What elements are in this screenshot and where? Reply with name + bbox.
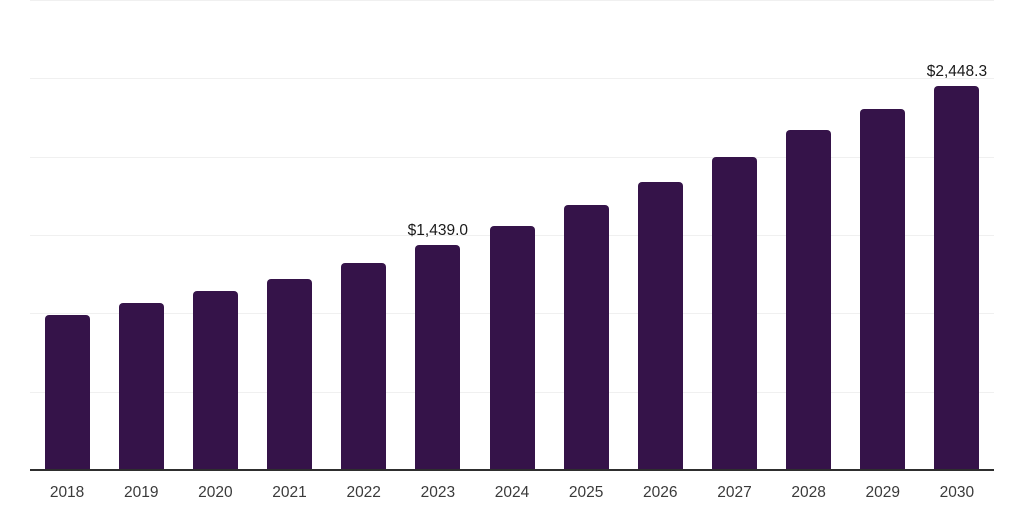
bar-2021[interactable] — [267, 278, 313, 470]
gridline-3000 — [30, 0, 994, 1]
x-tick-label-2026: 2026 — [643, 484, 678, 501]
x-tick-label-2023: 2023 — [420, 484, 456, 501]
x-tick-label-2030: 2030 — [939, 484, 975, 501]
bar-2027[interactable] — [711, 156, 757, 470]
data-label-2030: $2,448.3 — [926, 63, 988, 81]
gridline-2000 — [30, 156, 994, 158]
bar-2024[interactable] — [489, 225, 535, 470]
bar-2020[interactable] — [192, 291, 238, 470]
x-tick-label-2024: 2024 — [494, 484, 530, 501]
bar-2025[interactable] — [563, 204, 609, 470]
x-tick-label-2022: 2022 — [346, 484, 381, 501]
bar-2018[interactable] — [44, 315, 90, 470]
x-axis-line — [30, 469, 994, 471]
data-label-2023: $1,439.0 — [407, 221, 469, 239]
bar-2028[interactable] — [786, 129, 832, 470]
bar-2029[interactable] — [860, 108, 906, 470]
x-tick-label-2020: 2020 — [198, 484, 233, 501]
x-tick-label-2025: 2025 — [568, 484, 604, 501]
x-tick-label-2018: 2018 — [49, 484, 85, 501]
x-tick-label-2028: 2028 — [791, 484, 826, 501]
x-tick-label-2029: 2029 — [865, 484, 901, 501]
gridline-2500 — [30, 78, 994, 80]
x-tick-label-2021: 2021 — [272, 484, 307, 501]
bar-2019[interactable] — [118, 302, 164, 470]
x-tick-label-2019: 2019 — [123, 484, 159, 501]
bar-2023[interactable] — [415, 244, 461, 470]
bar-2030[interactable] — [934, 86, 980, 470]
bar-2026[interactable] — [637, 182, 683, 470]
bar-2022[interactable] — [341, 262, 387, 470]
x-tick-label-2027: 2027 — [717, 484, 752, 501]
